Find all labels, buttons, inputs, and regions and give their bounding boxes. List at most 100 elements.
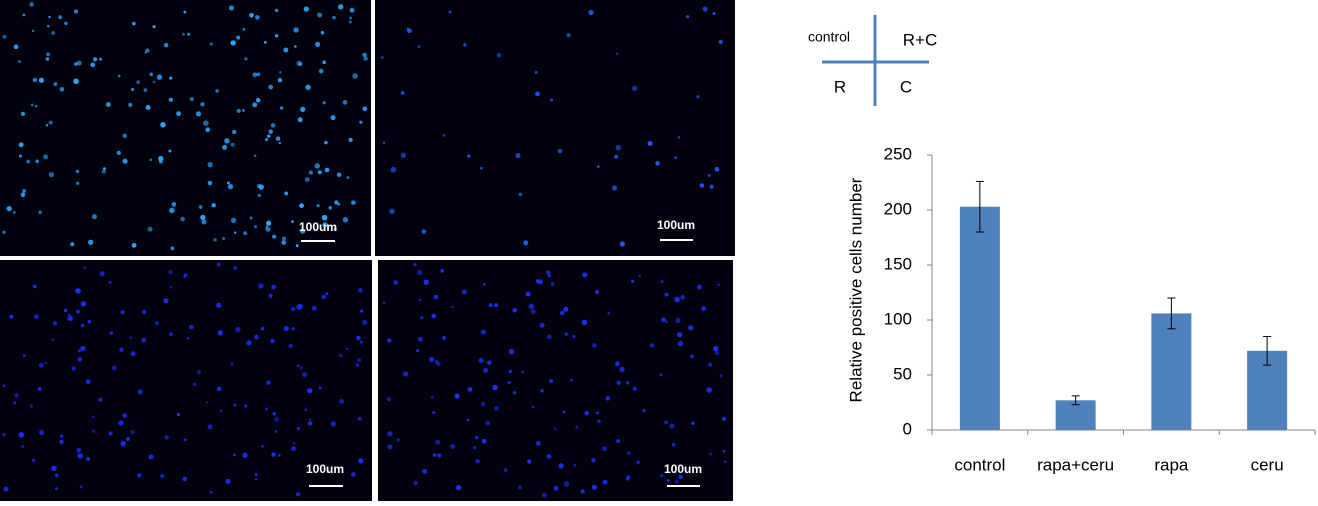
cell-dot <box>48 16 50 18</box>
cell-dot <box>356 363 360 367</box>
cell-dot <box>274 417 279 422</box>
cell-dot <box>64 309 67 312</box>
cell-dot <box>449 11 452 14</box>
cell-dot <box>30 405 33 408</box>
cell-dot <box>68 316 73 321</box>
cell-dot <box>138 390 143 395</box>
cell-dot <box>211 203 215 207</box>
cell-dot <box>201 219 206 224</box>
cell-dot <box>434 295 438 299</box>
cell-dot <box>575 426 578 429</box>
cell-dot <box>246 340 251 345</box>
cell-dot <box>3 35 7 39</box>
cell-dot <box>519 193 523 197</box>
cell-dot <box>32 30 35 33</box>
cell-dot <box>558 149 562 153</box>
bar <box>960 207 1000 430</box>
cell-dot <box>60 434 63 437</box>
y-tick-label: 150 <box>884 254 912 273</box>
cell-dot <box>467 154 471 158</box>
cell-dot <box>158 156 163 161</box>
cell-dot <box>387 431 393 437</box>
cell-dot <box>35 159 39 163</box>
cell-dot <box>339 399 344 404</box>
cell-dot <box>177 413 180 416</box>
cell-dot <box>554 428 556 430</box>
cell-dot <box>189 325 193 329</box>
cell-dot <box>51 466 56 471</box>
cell-dot <box>203 120 209 126</box>
cell-dot <box>14 393 18 397</box>
cell-dot <box>710 185 714 189</box>
cell-dot <box>416 349 419 352</box>
cell-dot <box>235 327 240 332</box>
cell-dot <box>584 411 589 416</box>
cell-dot <box>672 443 676 447</box>
cell-dot <box>279 71 281 73</box>
cell-dot <box>343 217 348 222</box>
cell-dot <box>717 284 719 286</box>
cell-dot <box>292 327 296 331</box>
cell-dot <box>200 102 204 106</box>
cell-dot <box>572 335 575 338</box>
cell-dot <box>86 457 90 461</box>
cell-dot <box>19 155 22 158</box>
cell-dot <box>269 294 273 298</box>
cell-dot <box>193 383 196 386</box>
cell-dot <box>616 53 618 55</box>
cell-dot <box>547 454 552 459</box>
cell-dot <box>106 102 111 107</box>
cell-dot <box>722 450 725 453</box>
cell-dot <box>81 301 86 306</box>
cell-dot <box>132 243 137 248</box>
cell-dot <box>76 170 79 173</box>
cell-dot <box>351 200 356 205</box>
cell-dot <box>418 45 421 48</box>
cell-dot <box>78 350 81 353</box>
cell-dot <box>273 412 277 416</box>
cell-dot <box>23 354 26 357</box>
cell-dot <box>309 170 313 174</box>
cell-dot <box>633 387 637 391</box>
cell-dot <box>29 2 33 6</box>
cell-dot <box>563 411 566 414</box>
cell-dot <box>187 337 190 340</box>
cell-dot <box>690 354 694 358</box>
cell-dot <box>271 452 276 457</box>
cell-dot <box>362 320 367 325</box>
cell-dot <box>130 430 134 434</box>
cell-dot <box>254 335 259 340</box>
cell-dot <box>592 485 597 490</box>
cell-dot <box>322 61 326 65</box>
cell-dot <box>546 270 550 274</box>
cell-dot <box>418 337 423 342</box>
scale-bar-label: 100um <box>299 220 337 234</box>
cell-dot <box>150 159 153 162</box>
cell-dot <box>183 11 186 14</box>
cell-dot <box>33 78 37 82</box>
cell-dot <box>619 367 624 372</box>
cell-dot <box>483 368 488 373</box>
cell-dot <box>396 438 399 441</box>
cell-dot <box>38 211 41 214</box>
cell-dot <box>456 485 461 490</box>
y-axis-label: Relative positive cells number <box>846 177 865 402</box>
cell-dot <box>526 292 531 297</box>
cell-dot <box>250 216 253 219</box>
cell-dot <box>236 36 240 40</box>
cell-dot <box>252 102 257 107</box>
cell-dot <box>2 231 5 234</box>
cell-dot <box>719 40 723 44</box>
cell-dot <box>487 360 491 364</box>
cell-dot <box>232 130 236 134</box>
x-tick-label: rapa+ceru <box>1037 455 1114 474</box>
cell-dot <box>284 192 288 196</box>
cell-dot <box>98 398 102 402</box>
cell-dot <box>284 326 289 331</box>
cell-dot <box>388 444 393 449</box>
cell-dot <box>53 321 58 326</box>
cell-dot <box>257 184 261 188</box>
cell-dot <box>435 440 440 445</box>
cell-dot <box>21 445 24 448</box>
cell-dot <box>542 493 547 498</box>
